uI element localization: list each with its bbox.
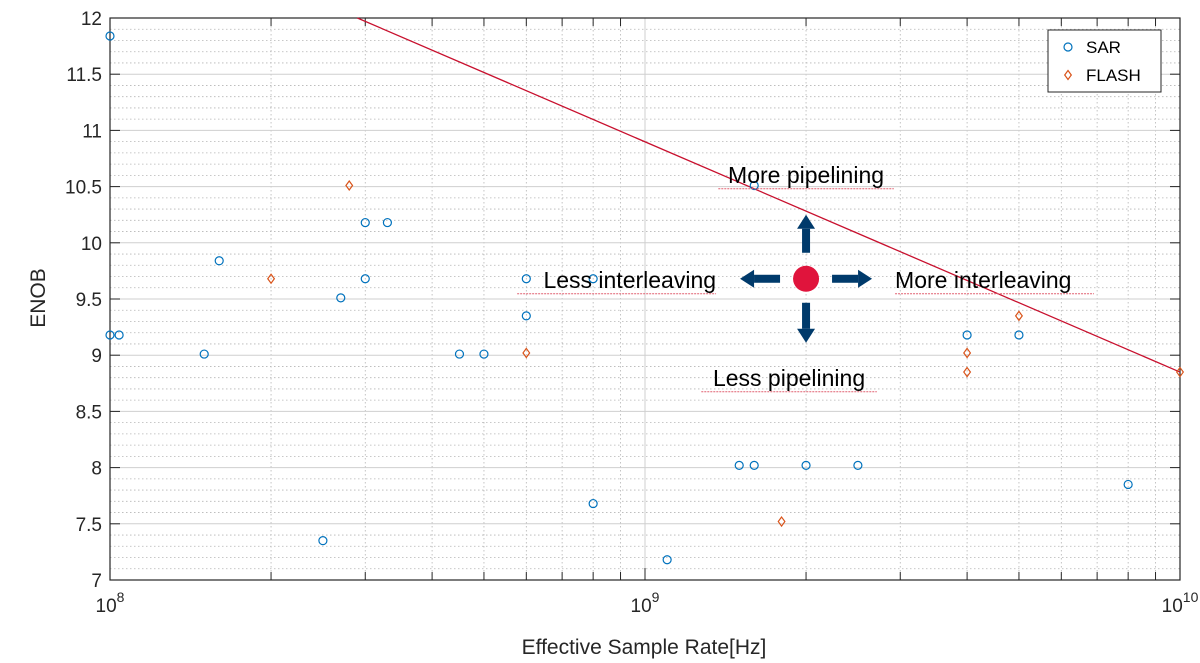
arrow-left-shaft [754, 274, 781, 283]
data-point-sar [734, 460, 744, 470]
data-point-sar [214, 256, 224, 266]
data-point-sar [588, 274, 598, 284]
trend-line-group [357, 17, 1181, 373]
data-point-flash [963, 366, 972, 378]
data-point-sar [382, 217, 393, 228]
legend-marker-sar [1063, 42, 1073, 52]
y-tick-label: 10.5 [65, 178, 102, 199]
y-tick-label: 9.5 [76, 290, 102, 311]
y-tick-label: 8.5 [76, 402, 102, 423]
data-point-sar [801, 460, 811, 470]
data-point-sar [105, 330, 115, 340]
y-tick-label: 11.5 [66, 65, 102, 86]
arrow-up-icon [797, 214, 816, 229]
arrow-left-icon [740, 269, 755, 288]
data-point-flash [963, 347, 972, 359]
data-point-sar [521, 274, 531, 284]
x-axis-title: Effective Sample Rate[Hz] [522, 636, 767, 659]
y-tick-label: 8 [91, 459, 102, 480]
label-less-pipelining: Less pipelining [713, 365, 865, 391]
data-point-sar [454, 349, 465, 359]
data-point-sar [588, 498, 598, 509]
data-point-flash [345, 179, 354, 191]
arrow-right-shaft [832, 274, 859, 283]
direction-annotation: More pipelining Less pipelining Less inter… [517, 162, 1094, 393]
data-point-sar [318, 536, 328, 546]
data-point-sar [336, 293, 346, 303]
data-point-sar [360, 217, 370, 228]
arrow-down-icon [797, 328, 816, 343]
data-point-sar [662, 555, 672, 565]
y-tick-label: 10 [81, 234, 102, 255]
arrow-right-icon [858, 269, 873, 288]
data-point-sar [521, 311, 531, 321]
axes: 7 7.5 8 8.5 9 9.5 10 10.5 11 11.5 12 108 109 1010 [65, 9, 1199, 617]
data-point-flash [267, 273, 276, 285]
data-point-sar [114, 330, 124, 340]
y-tick-label: 12 [81, 9, 102, 30]
data-point-sar [749, 460, 759, 470]
data-point-sar [749, 180, 759, 191]
y-tick-label: 9 [91, 346, 102, 367]
label-more-interleaving: More interleaving [895, 267, 1071, 293]
x-tick-label: 109 [631, 589, 660, 617]
label-more-pipelining: More pipelining [728, 162, 884, 188]
x-tick-label: 1010 [1162, 589, 1199, 617]
data-point-flash [522, 347, 531, 359]
y-tick-label: 11 [82, 121, 102, 142]
label-less-interleaving: Less interleaving [543, 267, 716, 293]
data-point-sar [360, 274, 370, 284]
data-point-sar [1014, 330, 1024, 340]
y-tick-label: 7 [91, 571, 102, 592]
data-point-sar [199, 349, 209, 359]
data-points [105, 31, 1185, 565]
legend-label-flash: FLASH [1086, 66, 1141, 85]
data-point-sar [479, 349, 489, 359]
arrow-down-shaft [802, 302, 811, 329]
legend-label-sar: SAR [1086, 38, 1121, 57]
data-point-sar [853, 460, 863, 470]
plot-area-border [109, 17, 1181, 581]
y-axis-title: ENOB [27, 268, 50, 328]
center-dot [793, 265, 820, 292]
legend: SAR FLASH [1047, 29, 1162, 93]
data-point-flash [1175, 366, 1185, 378]
data-point-sar [105, 31, 115, 41]
data-point-sar [962, 330, 972, 340]
legend-box [1047, 29, 1162, 93]
legend-marker-flash [1063, 69, 1073, 81]
data-point-flash [777, 516, 786, 528]
x-tick-label: 108 [96, 589, 125, 617]
trend-line [357, 17, 1181, 373]
data-point-sar [1123, 479, 1133, 490]
y-tick-label: 7.5 [76, 515, 102, 536]
arrow-up-shaft [802, 228, 811, 253]
data-point-flash [1014, 310, 1023, 322]
